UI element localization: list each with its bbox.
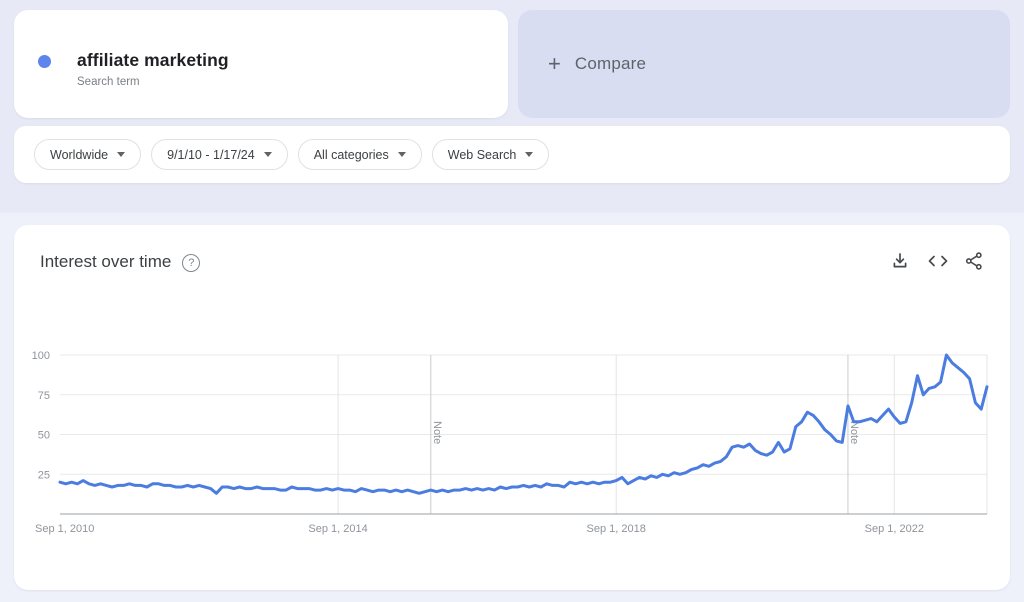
- svg-text:100: 100: [32, 350, 50, 362]
- interest-chart-svg[interactable]: 25 50 75 100 Note Note Sep 1, 2010 Sep 1, 2014 S…: [14, 225, 1010, 590]
- download-icon[interactable]: [890, 251, 910, 271]
- search-type-dropdown[interactable]: Web Search: [431, 139, 550, 170]
- category-dropdown[interactable]: All categories: [297, 139, 422, 170]
- date-range-dropdown[interactable]: 9/1/10 - 1/17/24: [151, 139, 288, 170]
- region-dropdown[interactable]: Worldwide: [34, 139, 142, 170]
- embed-icon[interactable]: [927, 251, 948, 271]
- chart-header: Interest over time ?: [14, 225, 1010, 281]
- help-icon[interactable]: ?: [182, 253, 201, 272]
- svg-text:Sep 1, 2010: Sep 1, 2010: [35, 523, 94, 535]
- chevron-down-icon: [397, 152, 406, 157]
- series-color-dot-icon: [38, 55, 51, 68]
- help-glyph: ?: [188, 256, 195, 269]
- interest-over-time-card: Interest over time ?: [14, 225, 1010, 590]
- chevron-down-icon: [263, 152, 272, 157]
- search-term-title: affiliate marketing: [77, 50, 229, 70]
- category-dropdown-label: All categories: [313, 147, 389, 162]
- compare-label: Compare: [574, 54, 647, 73]
- svg-text:Sep 1, 2022: Sep 1, 2022: [865, 523, 924, 535]
- svg-text:Note: Note: [431, 421, 443, 444]
- filter-bar: Worldwide 9/1/10 - 1/17/24 All categorie…: [14, 126, 1010, 183]
- date-range-dropdown-label: 9/1/10 - 1/17/24: [167, 147, 255, 162]
- svg-text:75: 75: [38, 390, 50, 402]
- plus-icon: +: [548, 51, 561, 76]
- chevron-down-icon: [525, 152, 534, 157]
- search-type-dropdown-label: Web Search: [447, 147, 517, 162]
- svg-text:25: 25: [38, 469, 50, 481]
- chevron-down-icon: [117, 152, 126, 157]
- region-dropdown-label: Worldwide: [50, 147, 109, 162]
- svg-text:Sep 1, 2014: Sep 1, 2014: [308, 523, 367, 535]
- search-term-card: affiliate marketing Search term: [14, 10, 508, 118]
- svg-text:50: 50: [38, 430, 50, 442]
- share-icon[interactable]: [964, 251, 984, 271]
- search-term-type-label: Search term: [77, 76, 140, 88]
- chart-title: Interest over time: [40, 252, 172, 271]
- svg-text:Sep 1, 2018: Sep 1, 2018: [587, 523, 646, 535]
- add-comparison-button[interactable]: + Compare: [518, 10, 1010, 118]
- svg-text:Note: Note: [848, 421, 860, 444]
